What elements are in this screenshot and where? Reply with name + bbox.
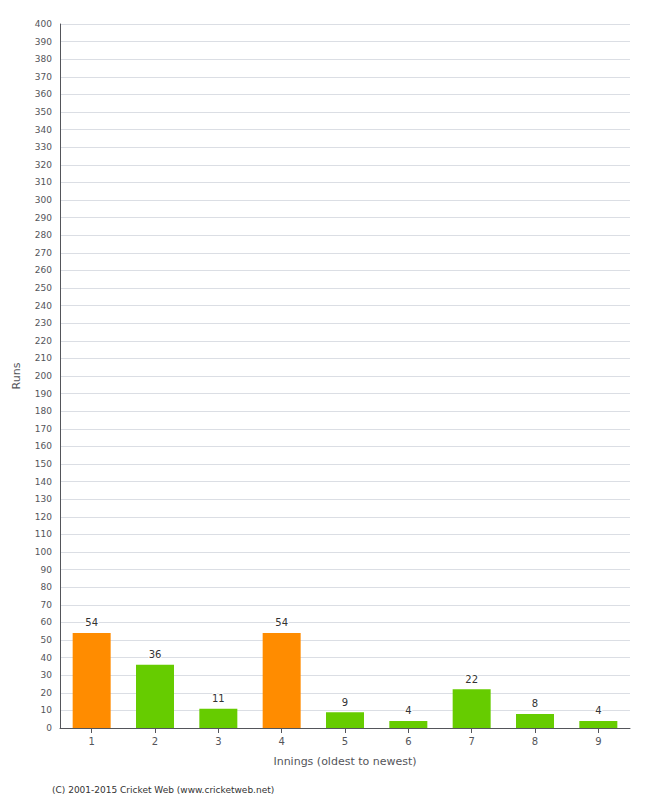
svg-text:11: 11 (212, 693, 225, 704)
svg-text:Innings (oldest to newest): Innings (oldest to newest) (273, 755, 416, 768)
svg-text:0: 0 (46, 723, 52, 733)
svg-text:300: 300 (35, 195, 52, 205)
svg-text:170: 170 (35, 424, 52, 434)
svg-text:230: 230 (35, 318, 52, 328)
svg-text:200: 200 (35, 371, 52, 381)
svg-text:120: 120 (35, 512, 52, 522)
svg-text:40: 40 (41, 653, 53, 663)
svg-text:130: 130 (35, 494, 52, 504)
svg-text:2: 2 (152, 736, 158, 747)
svg-text:380: 380 (35, 54, 52, 64)
svg-text:220: 220 (35, 336, 52, 346)
svg-text:250: 250 (35, 283, 52, 293)
svg-text:280: 280 (35, 230, 52, 240)
svg-text:100: 100 (35, 547, 52, 557)
svg-text:8: 8 (532, 736, 538, 747)
svg-text:270: 270 (35, 248, 52, 258)
svg-text:400: 400 (35, 19, 52, 29)
svg-text:290: 290 (35, 213, 52, 223)
svg-text:240: 240 (35, 301, 52, 311)
svg-text:320: 320 (35, 160, 52, 170)
svg-text:22: 22 (465, 674, 478, 685)
svg-text:150: 150 (35, 459, 52, 469)
svg-text:70: 70 (41, 600, 53, 610)
svg-text:370: 370 (35, 72, 52, 82)
svg-text:Runs: Runs (10, 362, 23, 389)
svg-text:4: 4 (405, 705, 411, 716)
svg-text:30: 30 (41, 670, 53, 680)
svg-text:160: 160 (35, 441, 52, 451)
svg-text:80: 80 (41, 582, 53, 592)
svg-text:340: 340 (35, 125, 52, 135)
svg-text:9: 9 (342, 697, 348, 708)
svg-text:350: 350 (35, 107, 52, 117)
svg-text:90: 90 (41, 565, 53, 575)
svg-text:36: 36 (149, 649, 162, 660)
svg-text:4: 4 (595, 705, 601, 716)
svg-text:1: 1 (88, 736, 94, 747)
svg-text:4: 4 (278, 736, 284, 747)
svg-text:6: 6 (405, 736, 411, 747)
svg-text:210: 210 (35, 353, 52, 363)
svg-text:3: 3 (215, 736, 221, 747)
svg-text:54: 54 (85, 617, 98, 628)
svg-text:390: 390 (35, 37, 52, 47)
svg-text:360: 360 (35, 89, 52, 99)
svg-text:7: 7 (468, 736, 474, 747)
svg-text:20: 20 (41, 688, 53, 698)
svg-text:54: 54 (275, 617, 288, 628)
svg-text:8: 8 (532, 698, 538, 709)
svg-text:60: 60 (41, 617, 53, 627)
svg-text:50: 50 (41, 635, 53, 645)
svg-text:(C) 2001-2015 Cricket Web (www: (C) 2001-2015 Cricket Web (www.cricketwe… (52, 785, 274, 795)
svg-text:110: 110 (35, 529, 52, 539)
svg-text:330: 330 (35, 142, 52, 152)
svg-text:190: 190 (35, 389, 52, 399)
svg-text:10: 10 (41, 705, 53, 715)
svg-text:140: 140 (35, 477, 52, 487)
svg-text:180: 180 (35, 406, 52, 416)
svg-text:5: 5 (342, 736, 348, 747)
svg-text:260: 260 (35, 265, 52, 275)
svg-text:9: 9 (595, 736, 601, 747)
svg-text:310: 310 (35, 177, 52, 187)
